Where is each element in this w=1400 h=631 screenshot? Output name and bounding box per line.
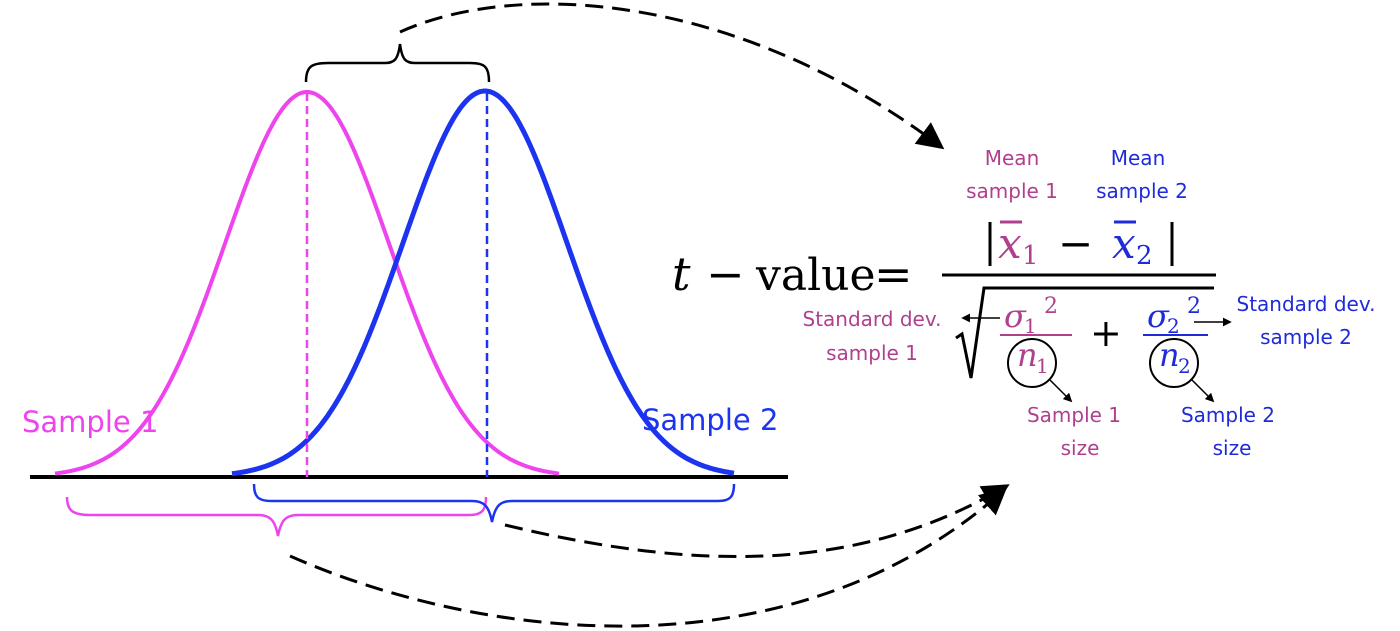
denominator-sigma2-subscript: 2 bbox=[1167, 314, 1180, 338]
denominator-plus: + bbox=[1090, 311, 1122, 355]
size1-pointer-arrow bbox=[1049, 379, 1073, 403]
denominator-n2-subscript: 2 bbox=[1178, 354, 1191, 378]
formula-t: t bbox=[672, 247, 691, 301]
mean2-annotation-line1: Mean bbox=[1111, 146, 1166, 170]
denominator-n1-subscript: 1 bbox=[1036, 354, 1049, 378]
denominator-n2: n bbox=[1159, 336, 1180, 374]
sd2-annotation-line1: Standard dev. bbox=[1237, 292, 1376, 316]
mean1-annotation-line2: sample 1 bbox=[966, 179, 1058, 203]
denominator-sigma1-superscript: 2 bbox=[1044, 294, 1058, 319]
numerator-x1-subscript: 1 bbox=[1022, 241, 1039, 271]
denominator-sigma2-superscript: 2 bbox=[1187, 294, 1201, 319]
size2-pointer-arrow bbox=[1191, 379, 1215, 403]
formula-value-word: value bbox=[755, 250, 876, 301]
sd1-annotation-line1: Standard dev. bbox=[803, 307, 942, 331]
sample2-spread-brace bbox=[252, 483, 736, 523]
sample1-spread-brace bbox=[65, 496, 488, 537]
size2-annotation-line1: Sample 2 bbox=[1181, 403, 1275, 427]
numerator-minus: − bbox=[1058, 219, 1093, 268]
formula-lhs-minus: − bbox=[706, 247, 745, 301]
numerator-x1: x bbox=[998, 219, 1022, 268]
mean-difference-arrow bbox=[399, 2, 945, 150]
mean1-annotation-line1: Mean bbox=[985, 146, 1040, 170]
numerator-x2: x bbox=[1112, 219, 1136, 268]
mean-difference-brace bbox=[304, 43, 491, 83]
square-root-sign bbox=[955, 286, 1214, 379]
sample2-label: Sample 2 bbox=[642, 403, 778, 437]
sd1-annotation-line2: sample 1 bbox=[826, 341, 918, 365]
sample1-size-circle bbox=[1007, 338, 1057, 388]
denominator-sigma1: σ bbox=[1004, 297, 1027, 335]
sample1-spread-arrow bbox=[289, 487, 1008, 628]
size1-annotation-line2: size bbox=[1061, 436, 1100, 460]
sample1-label: Sample 1 bbox=[22, 405, 158, 439]
sample2-spread-arrow bbox=[504, 484, 1010, 559]
denominator-sigma1-subscript: 1 bbox=[1024, 314, 1037, 338]
mean2-annotation-line2: sample 2 bbox=[1096, 179, 1188, 203]
denominator-sigma2: σ bbox=[1147, 297, 1170, 335]
sample2-size-circle bbox=[1149, 338, 1199, 388]
size1-annotation-line1: Sample 1 bbox=[1027, 403, 1121, 427]
formula-equals: = bbox=[874, 247, 913, 301]
sample1-distribution-curve bbox=[54, 89, 560, 476]
sd2-annotation-line2: sample 2 bbox=[1260, 325, 1352, 349]
denominator-n1: n bbox=[1017, 336, 1038, 374]
numerator-x2-subscript: 2 bbox=[1136, 241, 1153, 271]
sample2-distribution-curve bbox=[231, 88, 735, 477]
size2-annotation-line2: size bbox=[1213, 436, 1252, 460]
